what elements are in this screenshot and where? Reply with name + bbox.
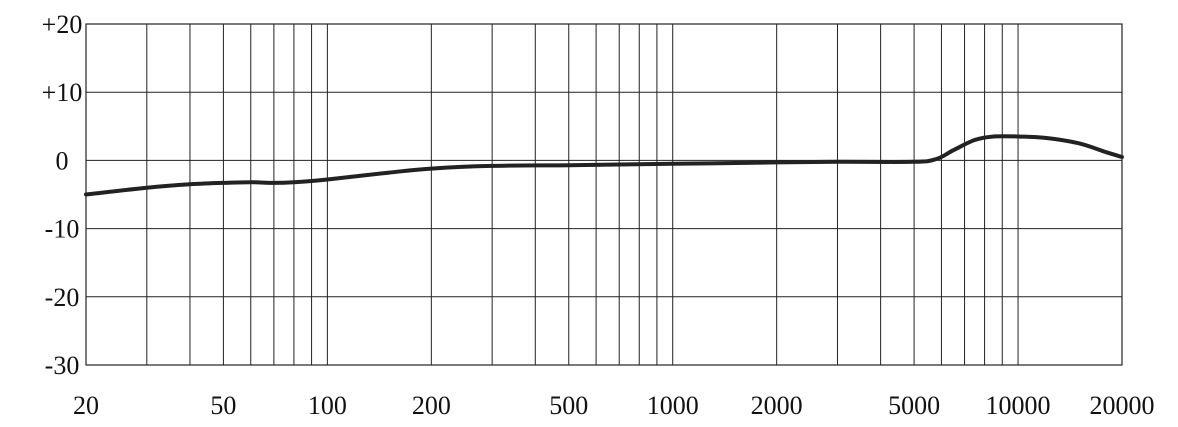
x-tick-labels: 20 50 100 200 500 1000 2000 5000 10000 20000 [73, 391, 1155, 420]
frequency-response-curve [84, 134, 1124, 197]
x-tick-label: 1000 [647, 391, 699, 420]
y-tick-label: 0 [56, 146, 69, 175]
y-tick-label: -30 [45, 351, 80, 380]
y-tick-label: -20 [45, 283, 80, 312]
x-tick-label: 500 [549, 391, 588, 420]
x-tick-label: 10000 [986, 391, 1051, 420]
response-curve-layer [84, 134, 1124, 197]
x-tick-label: 20000 [1090, 391, 1155, 420]
y-tick-label: +10 [42, 78, 83, 107]
x-tick-label: 100 [308, 391, 347, 420]
x-tick-label: 50 [210, 391, 236, 420]
x-tick-label: 5000 [888, 391, 940, 420]
y-tick-label: +20 [42, 10, 83, 39]
plot-frame [85, 23, 1123, 366]
x-tick-label: 2000 [751, 391, 803, 420]
grid-lines [85, 23, 1123, 366]
y-tick-labels: +20 +10 0 -10 -20 -30 [42, 10, 83, 380]
x-tick-label: 20 [73, 391, 99, 420]
x-tick-label: 200 [412, 391, 451, 420]
y-tick-label: -10 [45, 215, 80, 244]
